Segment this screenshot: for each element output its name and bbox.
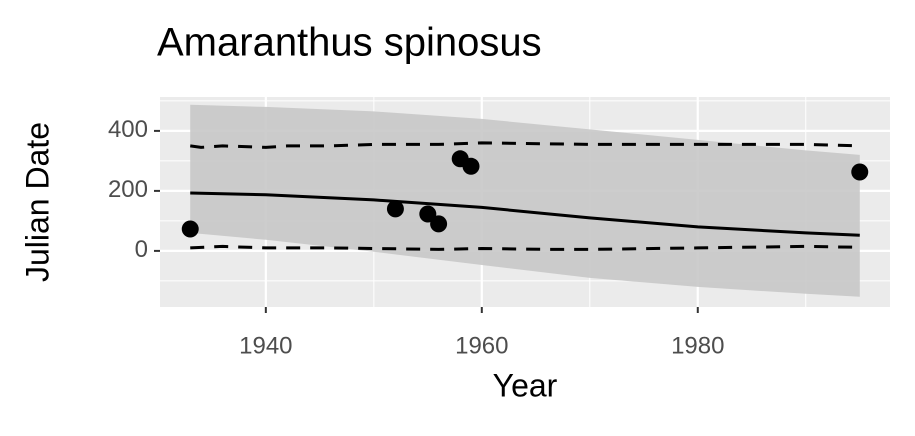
y-tick-label: 200 [108, 176, 148, 203]
quantile-line [190, 141, 860, 149]
data-point [851, 163, 869, 181]
plot-layer: 1940 1960 1980 0 200 400 [108, 97, 890, 359]
y-tick-label: 0 [135, 236, 148, 263]
quantile-line [190, 244, 860, 251]
y-tick-label: 400 [108, 116, 148, 143]
data-point [430, 215, 448, 233]
data-point [419, 205, 437, 223]
x-axis-title: Year [493, 367, 558, 403]
x-tick-label: 1980 [671, 332, 724, 359]
y-axis-title: Julian Date [19, 122, 55, 282]
fit-line [190, 191, 860, 237]
confidence-band [190, 104, 860, 297]
x-tick-label: 1940 [239, 332, 292, 359]
chart-title: Amaranthus spinosus [157, 21, 542, 65]
data-point [181, 220, 199, 238]
data-point [386, 200, 404, 218]
data-point [462, 157, 480, 175]
x-tick-label: 1960 [455, 332, 508, 359]
